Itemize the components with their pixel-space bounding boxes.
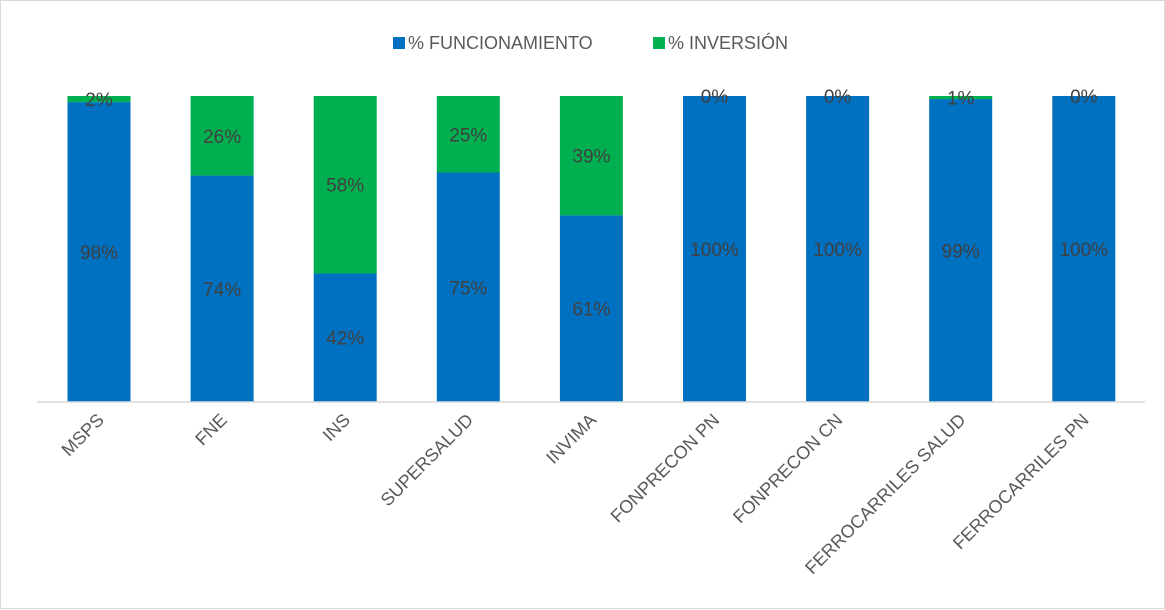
bar-1-0 [67,96,131,103]
category-label-1: FNE [191,410,231,450]
data-label-0-0: 98% [80,243,118,264]
data-label-1-5: 0% [701,87,729,108]
bars [67,96,1116,403]
data-labels: 98% 2% 74% 26% 42% 58% 75% 25% 61% 39% 100% 0% 100% 0… [80,87,1108,350]
bar-1-4 [559,96,623,216]
data-label-1-4: 39% [572,147,610,168]
legend-swatch-0 [393,37,405,49]
legend-label-0: % FUNCIONAMIENTO [408,33,593,53]
category-label-0: MSPS [58,410,108,460]
category-label-5: FONPRECON PN [607,410,724,527]
category-label-3: SUPERSALUD [377,410,477,510]
bar-0-8 [1052,96,1116,402]
data-label-1-8: 0% [1070,87,1098,108]
data-label-1-2: 58% [326,176,364,197]
legend-swatch-1 [653,37,665,49]
bar-0-2 [313,273,377,402]
data-label-0-5: 100% [690,240,739,261]
data-label-0-7: 99% [942,242,980,263]
bar-1-2 [313,96,377,274]
data-label-1-0: 2% [85,90,113,111]
bar-1-3 [436,96,500,173]
bar-0-0 [67,102,131,403]
data-label-0-1: 74% [203,280,241,301]
bar-0-7 [929,99,993,402]
data-label-0-8: 100% [1059,240,1108,261]
bar-0-5 [683,96,746,402]
data-label-1-3: 25% [449,125,487,146]
data-label-0-6: 100% [813,240,862,261]
category-label-6: FONPRECON CN [729,410,846,527]
category-labels: MSPS FNE INS SUPERSALUD INVIMA FONPRECON PN FO… [58,410,1093,578]
data-label-1-1: 26% [203,127,241,148]
data-label-1-6: 0% [824,87,852,108]
bar-1-1 [190,96,254,176]
category-label-4: INVIMA [542,410,600,468]
bar-0-6 [806,96,870,402]
data-label-1-7: 1% [947,89,975,110]
data-label-0-3: 75% [449,278,487,299]
bar-0-3 [436,172,500,402]
data-label-0-2: 42% [326,329,364,350]
category-label-2: INS [319,410,354,445]
legend: % FUNCIONAMIENTO % INVERSIÓN [393,32,788,53]
legend-label-1: % INVERSIÓN [668,32,788,53]
bar-0-1 [190,175,254,402]
bar-0-4 [559,215,623,402]
category-label-8: FERROCARRILES PN [949,410,1093,554]
bar-1-7 [929,96,993,100]
data-label-0-4: 61% [572,300,610,321]
